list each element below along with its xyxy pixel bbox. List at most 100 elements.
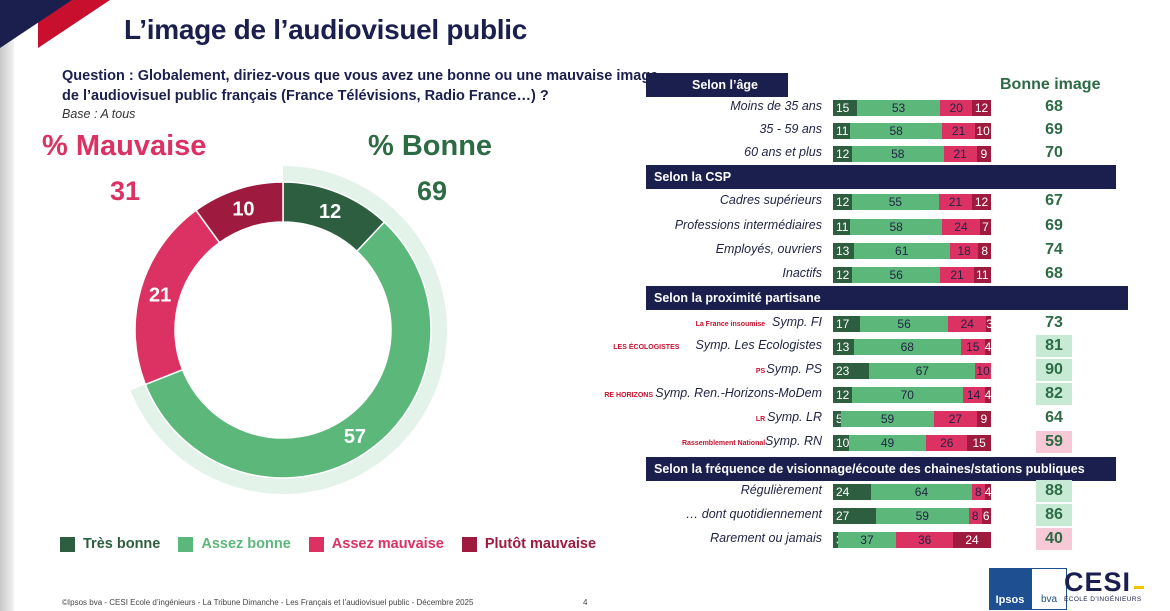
stacked-bar: 11 58 21 10 (833, 123, 991, 139)
bar-segment-pm: 4 (984, 387, 992, 403)
stacked-bar: 12 70 14 4 (833, 387, 991, 403)
bar-segment-am: 21 (938, 194, 973, 210)
bar-segment-am: 8 (972, 484, 985, 500)
bar-segment-pm: 3 (986, 316, 993, 332)
bar-segment-tb: 24 (833, 484, 871, 500)
row-label: Symp. Les Ecologistes (695, 338, 822, 352)
stacked-bar: 13 61 18 8 (833, 243, 991, 259)
page-number: 4 (583, 598, 588, 607)
bar-segment-ab: 64 (870, 484, 973, 500)
bar-segment-am: 24 (942, 219, 980, 235)
row-label: Symp. PS (766, 362, 822, 376)
donut-slice-plut-t-mauvaise (194, 181, 284, 244)
bar-segment-ab: 70 (851, 387, 963, 403)
legend-item: Très bonne (60, 536, 160, 552)
bar-segment-tb: 12 (833, 387, 852, 403)
bar-segment-am: 10 (975, 363, 991, 379)
bonne-image-total: 70 (1045, 144, 1063, 161)
party-logo: La France insoumise (695, 320, 766, 328)
stacked-bar: 24 64 8 4 (833, 484, 991, 500)
bar-segment-pm: 4 (984, 484, 992, 500)
row-label: Moins de 35 ans (730, 99, 822, 113)
bar-segment-am: 21 (940, 267, 974, 283)
bar-segment-tb: 17 (833, 316, 860, 332)
bonne-image-total: 90 (1036, 359, 1072, 381)
bonne-image-header: Bonne image (1000, 76, 1101, 93)
bar-segment-tb: 12 (833, 194, 852, 210)
stacked-bar: 23 67 10 (833, 363, 991, 379)
bonne-image-total: 86 (1036, 504, 1072, 526)
bar-segment-pm: 8 (978, 243, 991, 259)
stacked-bar: 17 56 24 3 (833, 316, 993, 332)
base-note: Base : A tous (62, 107, 136, 121)
bva-logo-text: bva (1031, 568, 1067, 610)
bonne-image-total: 81 (1036, 335, 1072, 357)
party-logo: PS (755, 367, 766, 375)
bonne-image-total: 40 (1036, 528, 1072, 550)
bar-segment-tb: 11 (833, 219, 851, 235)
legend-item: Plutôt mauvaise (461, 536, 597, 552)
legend-label: Assez mauvaise (331, 536, 444, 552)
section-header: Selon l’âge (646, 73, 788, 97)
donut-label: 12 (319, 201, 341, 223)
legend-label: Assez bonne (201, 536, 291, 552)
cesi-logo-text: CESI (1064, 567, 1132, 597)
bar-segment-ab: 53 (856, 100, 941, 116)
slide-title: L’image de l’audiovisuel public (124, 14, 528, 45)
bar-segment-am: 27 (934, 411, 977, 427)
party-logo: Rassemblement National (681, 439, 766, 447)
bar-segment-pm: 11 (973, 267, 991, 283)
mauvaise-value: 31 (110, 176, 141, 206)
ipsos-logo-text: Ipsos (989, 568, 1031, 610)
section-header: Selon la proximité partisane (646, 286, 1128, 310)
ipsos-bva-logo: Ipsos bva (989, 568, 1067, 610)
bar-segment-am: 36 (896, 532, 954, 548)
stacked-bar: 5 59 27 9 (833, 411, 991, 427)
bar-segment-pm: 12 (972, 100, 991, 116)
legend-label: Plutôt mauvaise (484, 536, 597, 552)
row-label: Cadres supérieurs (719, 193, 822, 207)
question-line-2: de l’audiovisuel public français (France… (62, 88, 549, 104)
bar-segment-pm: 6 (981, 508, 991, 524)
bar-segment-am: 24 (948, 316, 987, 332)
donut-slice-assez-mauvaise (134, 209, 221, 386)
bar-segment-tb: 10 (833, 435, 849, 451)
bar-segment-ab: 58 (851, 146, 944, 162)
bar-segment-ab: 61 (853, 243, 950, 259)
bar-segment-pm: 12 (972, 194, 991, 210)
row-label: Régulièrement (740, 483, 822, 497)
donut-label: 57 (344, 426, 366, 448)
row-label: Employés, ouvriers (715, 242, 822, 256)
bar-segment-am: 18 (949, 243, 979, 259)
chart-legend: Très bonne Assez bonne Assez mauvaise Plutô… (60, 536, 596, 552)
legend-swatch (308, 536, 324, 552)
row-label: 60 ans et plus (744, 145, 822, 159)
bonne-image-total: 68 (1045, 98, 1063, 115)
mauvaise-label: % Mauvaise (42, 130, 207, 162)
cesi-logo-subtitle: ÉCOLE D’INGÉNIEURS (1064, 596, 1142, 603)
section-header: Selon la fréquence de visionnage/écoute … (646, 457, 1116, 481)
bar-segment-ab: 55 (851, 194, 939, 210)
stacked-bar: 27 59 8 6 (833, 508, 991, 524)
bar-segment-am: 26 (926, 435, 968, 451)
bonne-image-total: 64 (1045, 409, 1063, 426)
legend-swatch (178, 536, 194, 552)
bonne-image-total: 73 (1045, 314, 1063, 331)
row-label: Symp. Ren.-Horizons-MoDem (655, 386, 822, 400)
bar-segment-am: 20 (940, 100, 973, 116)
party-logo: LES ÉCOLOGISTES (613, 343, 680, 351)
bonne-value: 69 (417, 176, 448, 206)
donut-chart: 12 57 21 10 (130, 166, 447, 494)
row-label: … dont quotidiennement (685, 507, 822, 521)
bar-segment-ab: 59 (840, 411, 935, 427)
bar-segment-pm: 9 (976, 411, 991, 427)
bar-segment-am: 15 (960, 339, 985, 355)
bar-segment-ab: 58 (850, 123, 942, 139)
page-edge-shadow (0, 0, 14, 611)
corner-accent-navy (0, 0, 72, 48)
party-logo: RE HORIZONS (604, 391, 653, 399)
bar-segment-tb: 12 (833, 146, 852, 162)
bonne-image-total: 69 (1045, 121, 1063, 138)
legend-swatch (60, 536, 75, 552)
stacked-bar: 3373624 (833, 532, 991, 548)
